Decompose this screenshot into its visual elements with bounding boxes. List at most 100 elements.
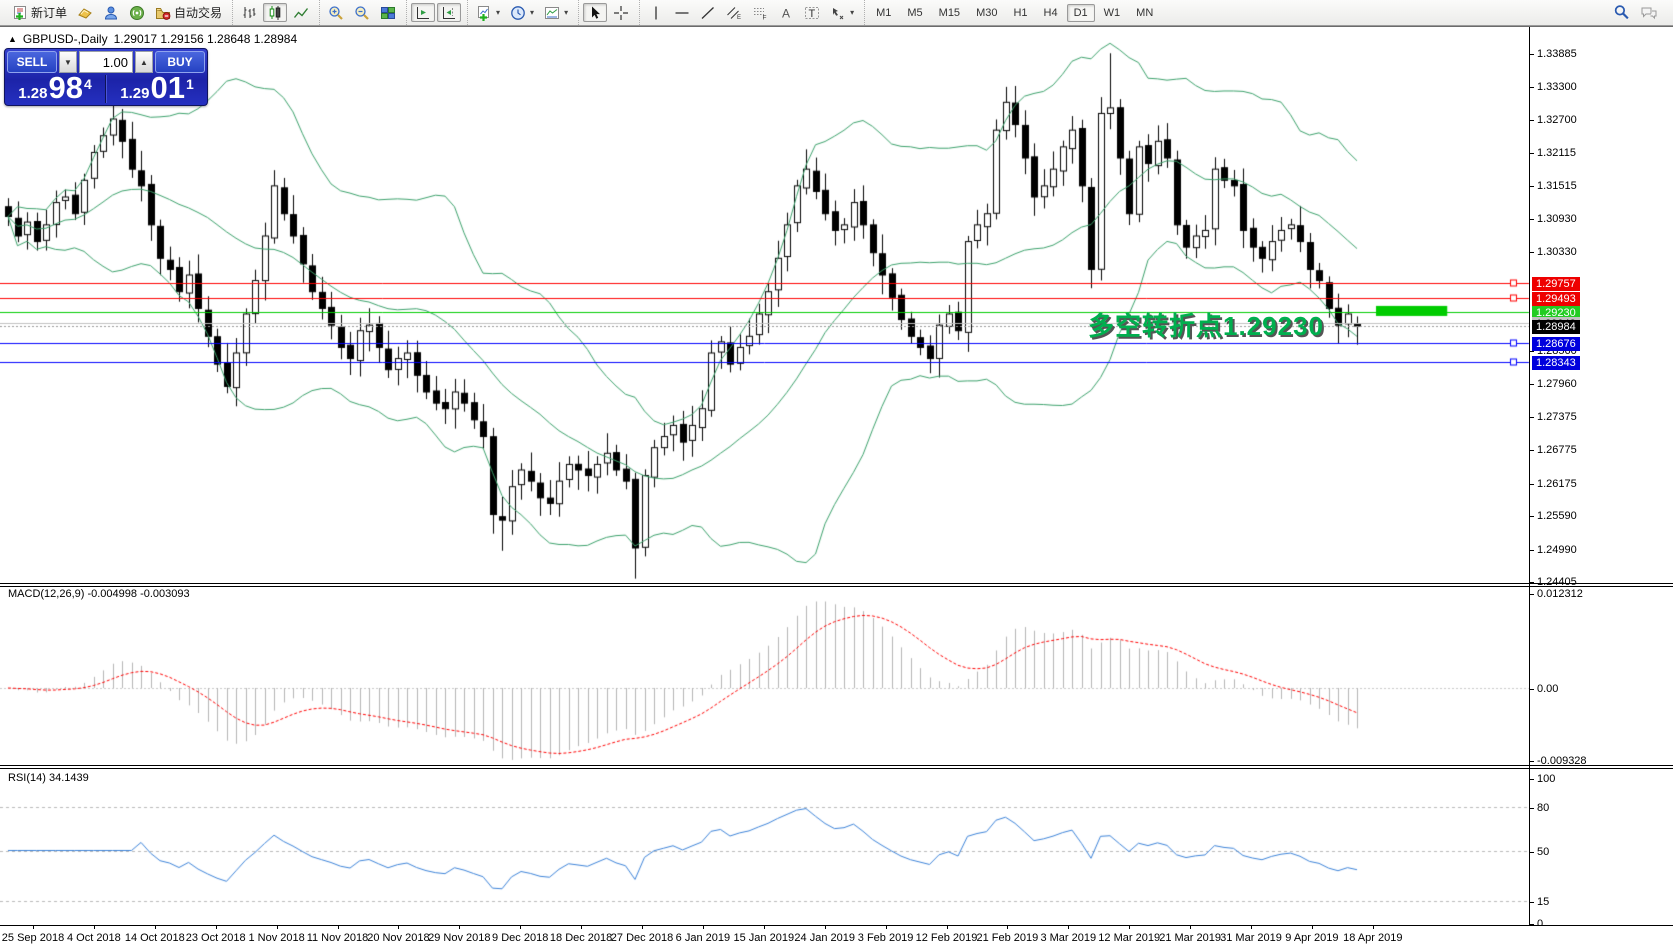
text-icon: A	[782, 6, 790, 20]
trendline-button[interactable]	[696, 3, 720, 22]
date-tick-label: 20 Nov 2018	[367, 932, 430, 944]
fibonacci-button[interactable]: F	[748, 3, 772, 22]
cursor-icon	[592, 6, 601, 19]
horizontal-line-button[interactable]	[670, 3, 694, 22]
date-tick-mark	[93, 926, 95, 929]
equidistant-channel-icon: E	[727, 6, 741, 21]
clock-icon	[511, 5, 525, 20]
price-tick-label: 1.26775	[1529, 443, 1577, 457]
one-click-prices: 1.28 98 4 1.29 01 1	[5, 70, 207, 105]
volume-increase-button[interactable]: ▲	[135, 51, 153, 73]
zoom-out-icon	[355, 5, 369, 20]
autotrading-button[interactable]: 自动交易	[151, 3, 226, 22]
text-label-icon: T	[805, 6, 820, 20]
sell-price-big: 98	[48, 70, 83, 105]
date-tick-label: 23 Oct 2018	[185, 932, 246, 944]
date-tick-label: 18 Dec 2018	[549, 932, 613, 944]
timeframe-w1-button[interactable]: W1	[1103, 6, 1121, 19]
vertical-line-button[interactable]	[644, 3, 668, 22]
date-tick-mark	[946, 926, 948, 929]
rsi-tick-label: 100	[1529, 772, 1555, 786]
collapse-triangle-icon[interactable]: ▲	[8, 34, 17, 44]
buy-price-prefix: 1.29	[120, 85, 150, 102]
date-axis[interactable]: 25 Sep 2018 4 Oct 2018 14 Oct 2018 23 Oct 2…	[0, 925, 1673, 951]
price-chart-canvas[interactable]	[0, 27, 1530, 925]
buy-price-sup: 1	[185, 76, 194, 92]
candlestick-chart-button[interactable]	[263, 3, 288, 22]
auto-scroll-button[interactable]	[411, 3, 436, 22]
price-tick-label: 1.30930	[1529, 212, 1577, 226]
gold-button[interactable]	[73, 3, 97, 22]
price-tick-label: 1.27960	[1529, 377, 1577, 391]
date-tick-mark	[763, 926, 765, 929]
date-tick-mark	[1251, 926, 1252, 929]
timeframe-m1-button[interactable]: M1	[876, 6, 892, 19]
date-tick-mark	[154, 926, 156, 929]
date-tick-mark	[1190, 926, 1192, 929]
signal-button[interactable]	[125, 3, 149, 22]
macd-indicator-label: MACD(12,26,9) -0.004998 -0.003093	[8, 588, 190, 600]
trendline-icon	[701, 6, 715, 19]
date-tick-label: 4 Oct 2018	[66, 932, 121, 944]
pane-separator[interactable]	[0, 586, 1673, 587]
new-order-label: 新订单	[31, 6, 68, 20]
tile-windows-icon	[381, 6, 396, 19]
chart-shift-button[interactable]	[437, 3, 462, 22]
date-tick-label: 21 Feb 2019	[976, 932, 1039, 944]
arrows-dropdown[interactable]: ▾	[826, 3, 858, 22]
sell-price-prefix: 1.28	[18, 85, 48, 102]
vertical-line-icon	[655, 6, 657, 19]
toolbar-group-scroll	[406, 0, 465, 25]
date-tick-label: 31 Mar 2019	[1220, 932, 1282, 944]
timeframe-h4-button[interactable]: H4	[1043, 6, 1058, 19]
bar-chart-button[interactable]	[237, 3, 261, 22]
template-dropdown[interactable]: ▾	[540, 3, 572, 22]
date-tick-label: 15 Jan 2019	[733, 932, 795, 944]
date-tick-mark	[398, 926, 400, 929]
svg-text:A: A	[782, 6, 790, 20]
pane-separator[interactable]	[0, 583, 1673, 584]
crosshair-button[interactable]	[609, 3, 633, 22]
new-order-button[interactable]: 新订单	[8, 3, 71, 22]
date-tick-mark	[459, 926, 461, 929]
buy-price-big: 01	[150, 70, 185, 105]
template-icon	[545, 6, 560, 19]
new-order-icon	[14, 5, 26, 20]
horizontal-line-icon	[675, 11, 689, 14]
buy-button[interactable]: BUY	[155, 51, 205, 73]
chat-button[interactable]	[1636, 3, 1662, 22]
autotrading-label: 自动交易	[174, 6, 223, 20]
volume-input[interactable]: 1.00	[79, 51, 133, 73]
equidistant-channel-button[interactable]: E	[722, 3, 746, 22]
date-tick-mark	[215, 926, 217, 929]
text-button[interactable]: A	[774, 3, 798, 22]
pane-separator[interactable]	[0, 765, 1673, 766]
timeframe-m30-button[interactable]: M30	[976, 6, 998, 19]
timeframe-d1-button[interactable]: D1	[1066, 3, 1095, 22]
date-tick-mark	[824, 926, 826, 929]
rsi-tick-label: 80	[1529, 801, 1549, 815]
zoom-in-button[interactable]	[324, 3, 348, 22]
tile-windows-button[interactable]	[376, 3, 400, 22]
timeframe-m5-button[interactable]: M5	[907, 6, 923, 19]
price-line-label: 1.28676	[1532, 337, 1580, 352]
sell-button[interactable]: SELL	[7, 51, 57, 73]
timeframe-mn-button[interactable]: MN	[1136, 6, 1154, 19]
profile-button[interactable]	[99, 3, 123, 22]
line-chart-button[interactable]	[289, 3, 313, 22]
pane-separator[interactable]	[0, 768, 1673, 769]
text-label-button[interactable]: T	[800, 3, 824, 22]
date-tick-label: 25 Sep 2018	[1, 932, 65, 944]
timeframe-m15-button[interactable]: M15	[938, 6, 961, 19]
new-chart-dropdown[interactable]: ▾	[472, 3, 504, 22]
sell-price[interactable]: 1.28 98 4	[5, 70, 106, 105]
period-dropdown[interactable]: ▾	[506, 3, 538, 22]
timeframe-h1-button[interactable]: H1	[1013, 6, 1028, 19]
crosshair-icon	[614, 5, 629, 20]
zoom-out-button[interactable]	[350, 3, 374, 22]
volume-decrease-button[interactable]: ▼	[59, 51, 77, 73]
buy-price[interactable]: 1.29 01 1	[106, 70, 207, 105]
search-button[interactable]	[1609, 3, 1634, 22]
line-chart-icon	[293, 7, 309, 18]
cursor-button[interactable]	[583, 3, 608, 22]
